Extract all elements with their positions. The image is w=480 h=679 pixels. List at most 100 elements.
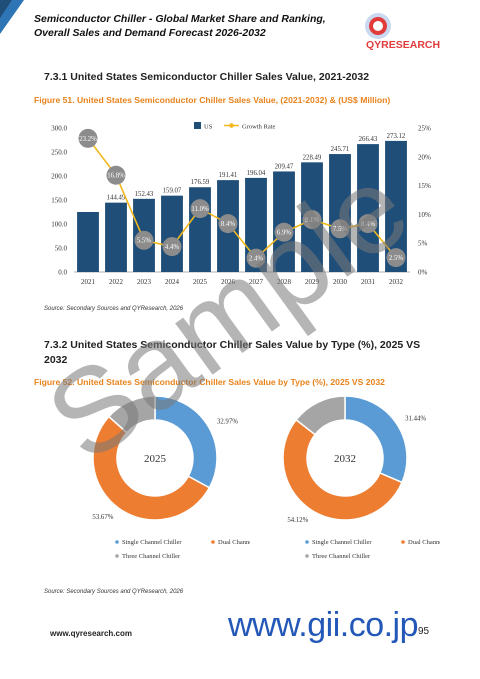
growth-rate-label: 16.8% — [107, 173, 125, 180]
logo-text: QYRESEARCH — [366, 39, 440, 51]
bar-us — [245, 177, 267, 272]
bar-value-label: 245.71 — [331, 146, 350, 153]
pie-legend-marker — [305, 540, 309, 544]
x-tick-label: 2021 — [81, 278, 96, 286]
y-tick-label: 250.0 — [51, 149, 67, 157]
pie-slice — [282, 418, 403, 521]
bar-us — [329, 154, 351, 272]
growth-rate-label: 4.4% — [165, 244, 179, 251]
legend-growth-label: Growth Rate — [242, 124, 276, 131]
growth-rate-label: 2.5% — [389, 255, 403, 262]
y2-tick-label: 5% — [418, 240, 428, 248]
x-tick-label: 2029 — [305, 278, 320, 286]
figure-52-caption: Figure 52. United States Semiconductor C… — [34, 377, 385, 387]
bar-value-label: 266.43 — [359, 136, 378, 143]
pie-slice — [154, 396, 218, 489]
pie-legend-marker — [115, 554, 119, 558]
pie-slice — [295, 396, 346, 436]
pie-value-label: 14.44% — [292, 396, 313, 397]
figure-51-caption: Figure 51. United States Semiconductor C… — [34, 95, 391, 105]
x-tick-label: 2023 — [137, 278, 152, 286]
growth-rate-label: 5.5% — [137, 238, 151, 245]
growth-rate-marker — [330, 219, 350, 239]
bar-us — [161, 195, 183, 272]
bar-us — [357, 144, 379, 272]
growth-rate-marker — [134, 230, 154, 250]
sales-value-chart: US Growth Rate 300.0 250.0 200.0 150.0 100.0 50… — [51, 122, 431, 286]
figure-51-source: Source: Secondary Sources and QYResearch… — [44, 306, 184, 312]
pie-chart-2032: 31.44% 54.12% 14.44% 2032 Single Channel Chi… — [282, 396, 440, 560]
growth-rate-marker — [190, 199, 210, 219]
legend-us-swatch — [194, 122, 201, 129]
legend-us-label: US — [204, 124, 213, 131]
y-tick-label: 100.0 — [51, 221, 67, 229]
x-tick-label: 2028 — [277, 278, 292, 286]
y2-tick-label: 0% — [418, 269, 428, 277]
header-corner-decoration — [0, 0, 24, 34]
y2-tick-label: 15% — [418, 182, 431, 190]
growth-rate-marker — [162, 237, 182, 257]
pie-legend-label: Single Channel Chiller — [122, 539, 182, 546]
y-tick-label: 0.0 — [58, 269, 67, 277]
pie-legend-marker — [115, 540, 119, 544]
growth-rate-marker — [386, 248, 406, 268]
section-heading-7-3-2-line2: 2032 — [44, 354, 68, 366]
pie-slice — [107, 396, 156, 434]
bar-value-label: 196.04 — [247, 170, 266, 177]
x-tick-label: 2031 — [361, 278, 376, 286]
figure-52-source: Source: Secondary Sources and QYResearch… — [44, 589, 184, 595]
growth-rate-marker — [78, 128, 98, 148]
gii-watermark: www.gii.co.jp — [228, 606, 419, 644]
section-heading-7-3-1: 7.3.1 United States Semiconductor Chille… — [44, 71, 370, 83]
pie-center-label: 2025 — [144, 453, 167, 465]
y-tick-label: 50.0 — [55, 245, 68, 253]
y-tick-label: 150.0 — [51, 197, 67, 205]
growth-rate-marker — [246, 248, 266, 268]
growth-rate-label: 9.1% — [305, 217, 319, 224]
pie-legend-label: Three Channel Chiller — [312, 553, 371, 560]
bar-value-label: 191.41 — [219, 172, 238, 179]
growth-rate-marker — [302, 210, 322, 230]
x-tick-label: 2022 — [109, 278, 124, 286]
pie-value-label: 31.44% — [405, 415, 426, 422]
growth-rate-label: 8.4% — [221, 221, 235, 228]
bar-value-label: 152.43 — [135, 191, 154, 198]
y2-tick-label: 25% — [418, 125, 431, 133]
pie-legend-label: Three Channel Chiller — [122, 553, 181, 560]
bar-value-label: 144.49 — [107, 195, 126, 202]
pie-legend-label: Dual Channel Chiller — [218, 539, 250, 546]
pie-legend-marker — [305, 554, 309, 558]
growth-rate-label: 6.9% — [277, 230, 291, 237]
qyresearch-logo: QYRESEARCH — [356, 6, 466, 52]
x-tick-label: 2025 — [193, 278, 208, 286]
bar-value-label: 273.12 — [387, 133, 406, 140]
y2-tick-label: 10% — [418, 211, 431, 219]
x-tick-label: 2030 — [333, 278, 348, 286]
growth-rate-label: 8.4% — [361, 221, 375, 228]
section-heading-7-3-2-line1: 7.3.2 United States Semiconductor Chille… — [44, 339, 421, 351]
bar-value-label: 209.47 — [275, 163, 294, 170]
pie-slice — [92, 415, 211, 521]
bar-us — [385, 140, 407, 272]
growth-rate-marker — [274, 222, 294, 242]
pie-value-label: 53.67% — [92, 514, 113, 521]
x-tick-label: 2026 — [221, 278, 236, 286]
growth-rate-label: 2.4% — [249, 256, 263, 263]
pie-slice — [344, 396, 408, 484]
growth-rate-marker — [218, 214, 238, 234]
bar-us — [273, 171, 295, 272]
y-tick-label: 300.0 — [51, 125, 67, 133]
bar-value-label: 176.59 — [191, 179, 210, 186]
growth-rate-marker — [358, 214, 378, 234]
x-tick-label: 2032 — [389, 278, 404, 286]
bar-value-label: 159.07 — [163, 188, 182, 195]
footer-url[interactable]: www.qyresearch.com — [50, 629, 132, 638]
bar-us — [105, 202, 127, 272]
report-title: Semiconductor Chiller - Global Market Sh… — [34, 13, 326, 39]
pie-legend-label: Dual Channel Chiller — [408, 539, 440, 546]
bar-value-label: 228.49 — [303, 154, 322, 161]
pie-value-label: 32.97% — [217, 418, 238, 425]
growth-rate-label: 23.2% — [79, 136, 97, 143]
bar-us — [77, 212, 99, 272]
